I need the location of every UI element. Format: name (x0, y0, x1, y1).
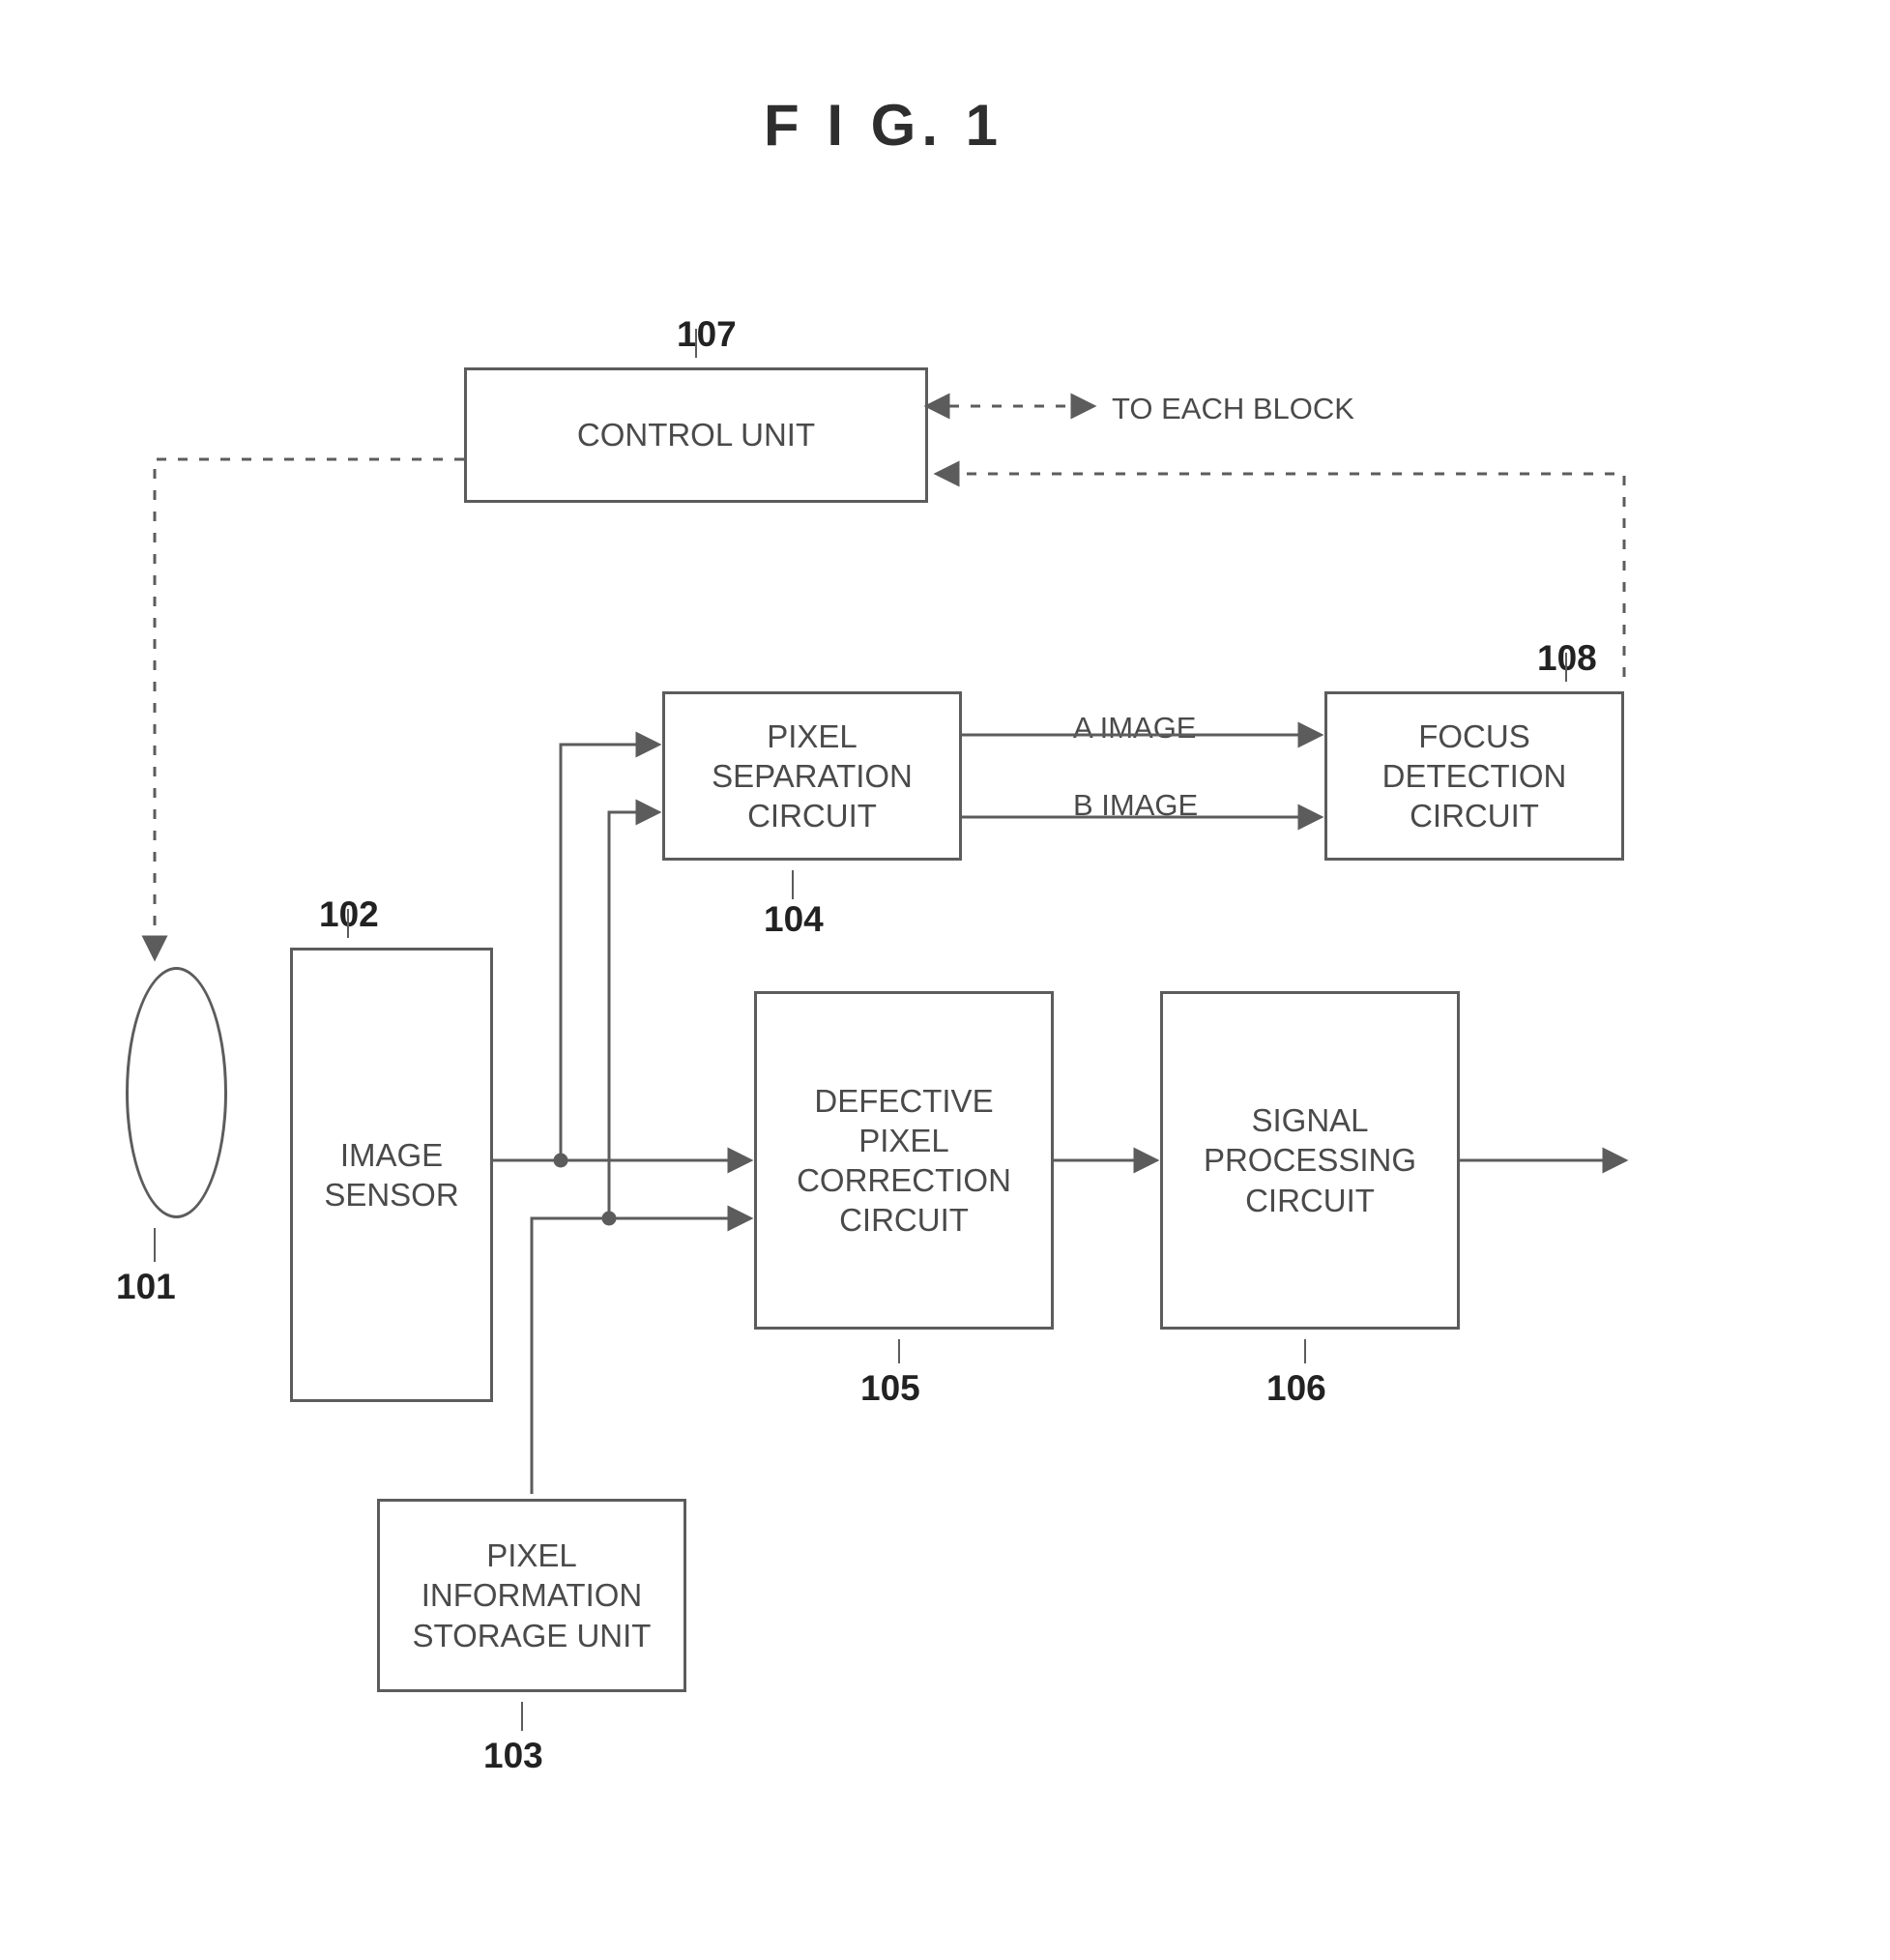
junction-dot (603, 1213, 615, 1224)
arrow-focus-to-ctrl (938, 474, 1624, 677)
control-unit-box: CONTROL UNIT (464, 367, 928, 503)
processing-box: SIGNALPROCESSINGCIRCUIT (1160, 991, 1460, 1330)
processing-id: 106 (1266, 1368, 1326, 1409)
image-sensor-text: IMAGESENSOR (324, 1135, 458, 1215)
figure-title: F I G. 1 (764, 92, 1003, 159)
storage-id: 103 (483, 1736, 543, 1776)
lens-shape (126, 967, 227, 1218)
correction-text: DEFECTIVEPIXELCORRECTIONCIRCUIT (797, 1081, 1011, 1241)
correction-box: DEFECTIVEPIXELCORRECTIONCIRCUIT (754, 991, 1054, 1330)
control-unit-id: 107 (677, 314, 737, 355)
edge-label-to-each-block: TO EACH BLOCK (1112, 392, 1354, 426)
focus-id: 108 (1537, 638, 1597, 679)
figure-canvas: F I G. 1 101 CONTROL UNIT 107 IMAGESENSO… (0, 0, 1890, 1960)
edge-label-a-image: A IMAGE (1073, 711, 1196, 746)
edge-label-b-image: B IMAGE (1073, 788, 1198, 823)
junction-dot (555, 1155, 567, 1166)
wires-svg (0, 0, 1890, 1960)
arrow-ctrl-to-lens (155, 459, 464, 957)
image-sensor-box: IMAGESENSOR (290, 948, 493, 1402)
lens-id-label: 101 (116, 1267, 176, 1307)
image-sensor-id: 102 (319, 894, 379, 935)
arrow-storage-to-sep (609, 812, 657, 1218)
separation-box: PIXELSEPARATIONCIRCUIT (662, 691, 962, 861)
processing-text: SIGNALPROCESSINGCIRCUIT (1204, 1100, 1416, 1220)
arrow-storage-to-corr (532, 1218, 749, 1494)
correction-id: 105 (860, 1368, 920, 1409)
separation-id: 104 (764, 899, 824, 940)
storage-text: PIXELINFORMATIONSTORAGE UNIT (413, 1536, 652, 1655)
separation-text: PIXELSEPARATIONCIRCUIT (712, 717, 913, 836)
control-unit-text: CONTROL UNIT (577, 415, 815, 454)
storage-box: PIXELINFORMATIONSTORAGE UNIT (377, 1499, 686, 1692)
arrow-sensor-to-sep (561, 745, 657, 1160)
focus-text: FOCUSDETECTIONCIRCUIT (1382, 717, 1567, 836)
focus-box: FOCUSDETECTIONCIRCUIT (1324, 691, 1624, 861)
